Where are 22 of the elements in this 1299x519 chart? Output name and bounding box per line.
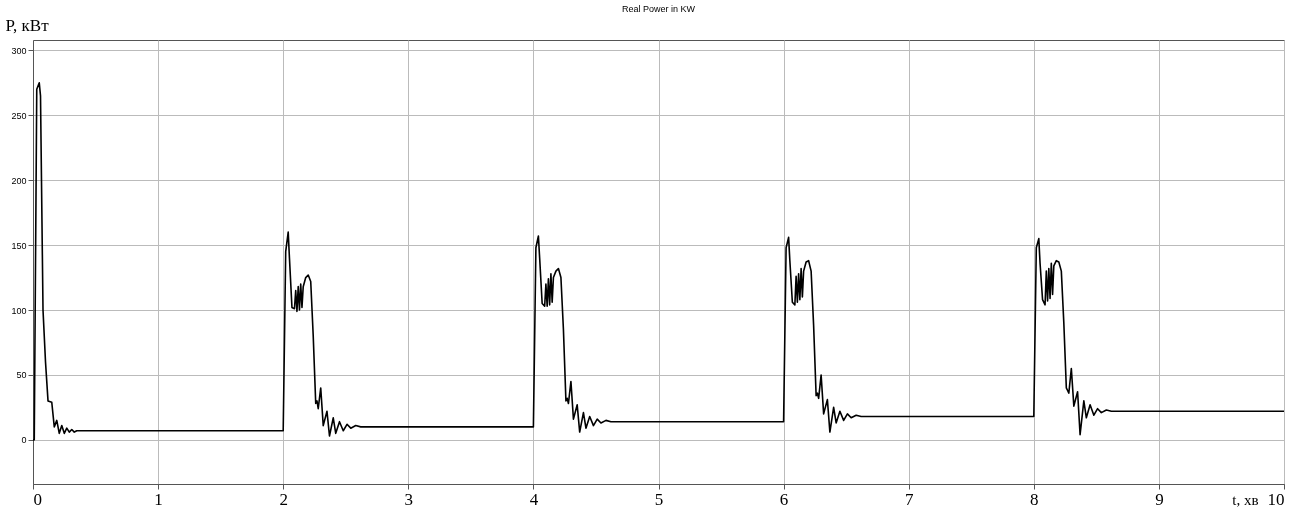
y-tick-label: 250 [11,110,27,121]
y-tick-label: 50 [16,370,27,381]
x-axis-title: t, хв [1232,491,1259,508]
x-tick-label: 3 [404,489,414,509]
chart-title: Real Power in KW [621,4,696,14]
x-tick-label: 2 [279,489,288,509]
y-tick-label: 200 [11,175,27,186]
y-tick-label: 300 [11,45,27,56]
x-tick-label: 9 [1155,489,1164,509]
y-axis-title: P, кВт [5,15,50,35]
x-tick-label: 10 [1267,489,1285,509]
x-tick-label: 7 [904,489,914,509]
y-tick-label: 100 [11,305,27,316]
y-tick-label: 150 [11,240,27,251]
x-tick-label: 1 [154,489,163,509]
x-tick-label: 6 [779,489,789,509]
x-tick-label: 8 [1030,489,1039,509]
x-tick-label: 4 [529,489,539,509]
y-tick-label: 0 [21,435,27,446]
x-tick-label: 0 [33,489,42,509]
x-tick-label: 5 [654,489,664,509]
line-series [32,82,1285,441]
